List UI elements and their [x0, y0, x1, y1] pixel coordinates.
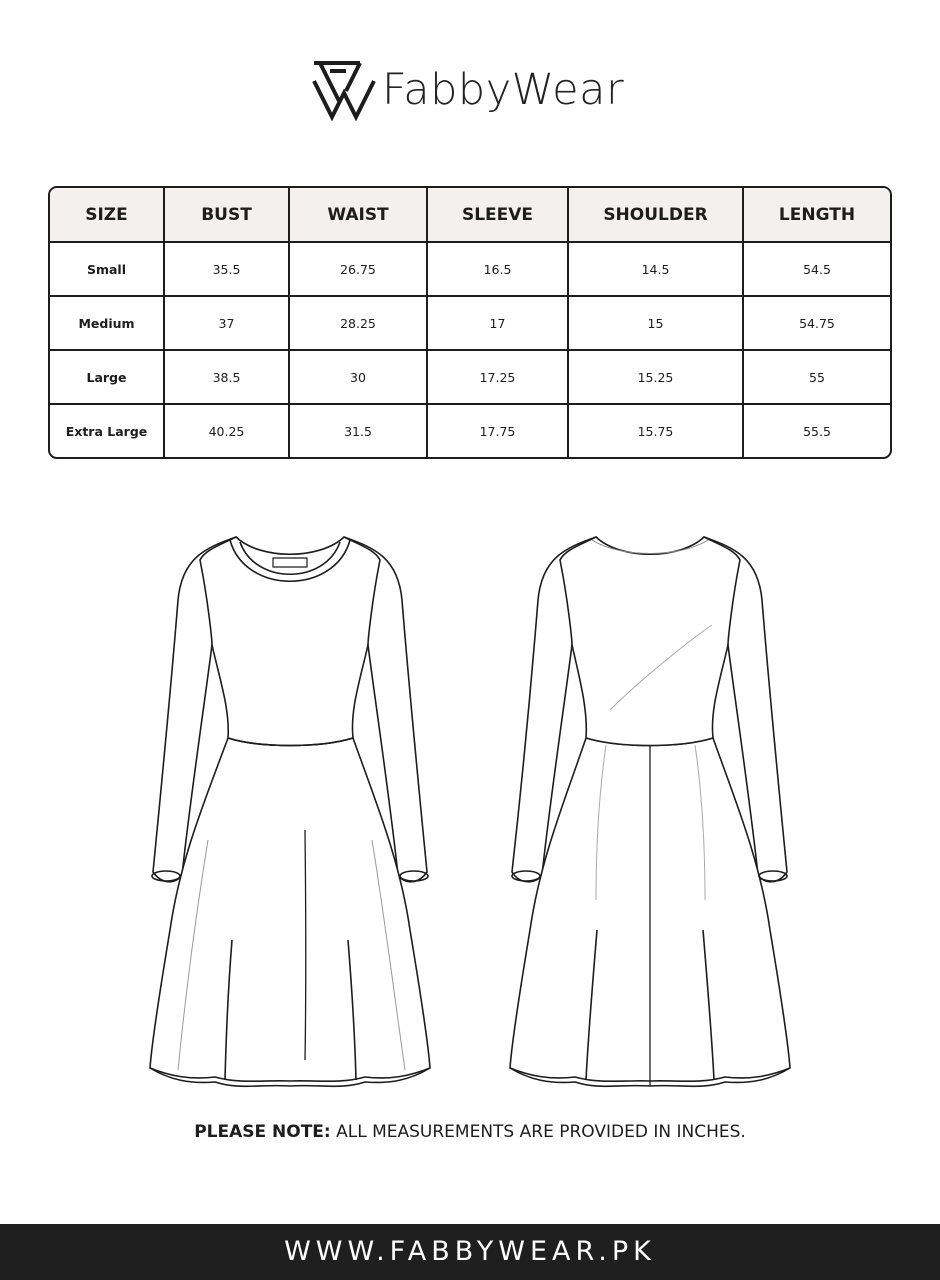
- measurement-cell: 54.5: [744, 243, 890, 297]
- measurement-cell: 14.5: [569, 243, 744, 297]
- measurement-cell: 17.25: [428, 351, 569, 405]
- header-bust: BUST: [165, 188, 290, 243]
- measurement-cell: 55.5: [803, 423, 831, 439]
- measurement-cell: 16.5: [428, 243, 569, 297]
- note-label: PLEASE NOTE:: [194, 1122, 331, 1142]
- measurement-cell: 40.25: [165, 405, 290, 457]
- measurement-cell: 30: [290, 351, 428, 405]
- table-row: Large 38.5 30 17.25 15.25 55: [50, 351, 890, 405]
- header-shoulder: SHOULDER: [569, 188, 744, 243]
- measurement-cell: 17: [428, 297, 569, 351]
- table-row: Extra Large 40.25 31.5 17.75 15.75 55.5: [50, 405, 890, 457]
- brand-logo: FabbyWear: [310, 58, 624, 122]
- measurement-cell: 15: [569, 297, 744, 351]
- header-waist: WAIST: [290, 188, 428, 243]
- footer-bar: WWW.FABBYWEAR.PK: [0, 1224, 940, 1280]
- size-label: Extra Large: [50, 405, 165, 457]
- header-size: SIZE: [50, 188, 165, 243]
- size-label: Medium: [50, 297, 165, 351]
- measurement-cell: 15.75: [569, 405, 744, 457]
- measurement-cell: 17.75: [428, 405, 569, 457]
- size-label: Large: [50, 351, 165, 405]
- measurement-cell: 38.5: [165, 351, 290, 405]
- header-sleeve: SLEEVE: [428, 188, 569, 243]
- measurement-cell: 55: [744, 351, 890, 405]
- dress-illustrations: [149, 536, 791, 1088]
- measurement-note: PLEASE NOTE: ALL MEASUREMENTS ARE PROVID…: [0, 1122, 940, 1142]
- note-text: ALL MEASUREMENTS ARE PROVIDED IN INCHES.: [336, 1122, 746, 1142]
- measurement-cell: 35.5: [165, 243, 290, 297]
- table-row: Medium 37 28.25 17 15 54.75: [50, 297, 890, 351]
- size-chart-table: SIZE BUST WAIST SLEEVE SHOULDER LENGTH S…: [48, 186, 892, 459]
- measurement-cell: 26.75: [290, 243, 428, 297]
- measurement-cell: 28.25: [290, 297, 428, 351]
- size-label: Small: [50, 243, 165, 297]
- dress-back-illustration: [509, 536, 791, 1088]
- website-link[interactable]: WWW.FABBYWEAR.PK: [284, 1236, 656, 1267]
- table-row: Small 35.5 26.75 16.5 14.5 54.5: [50, 243, 890, 297]
- table-header-row: SIZE BUST WAIST SLEEVE SHOULDER LENGTH: [50, 188, 890, 243]
- header-length: LENGTH: [744, 188, 890, 243]
- fw-monogram-icon: [312, 61, 376, 121]
- measurement-cell: 54.75: [744, 297, 890, 351]
- measurement-cell: 15.25: [569, 351, 744, 405]
- dress-front-illustration: [149, 536, 431, 1088]
- measurement-cell: 31.5: [290, 405, 428, 457]
- measurement-cell: 37: [165, 297, 290, 351]
- brand-name: FabbyWear: [382, 65, 625, 115]
